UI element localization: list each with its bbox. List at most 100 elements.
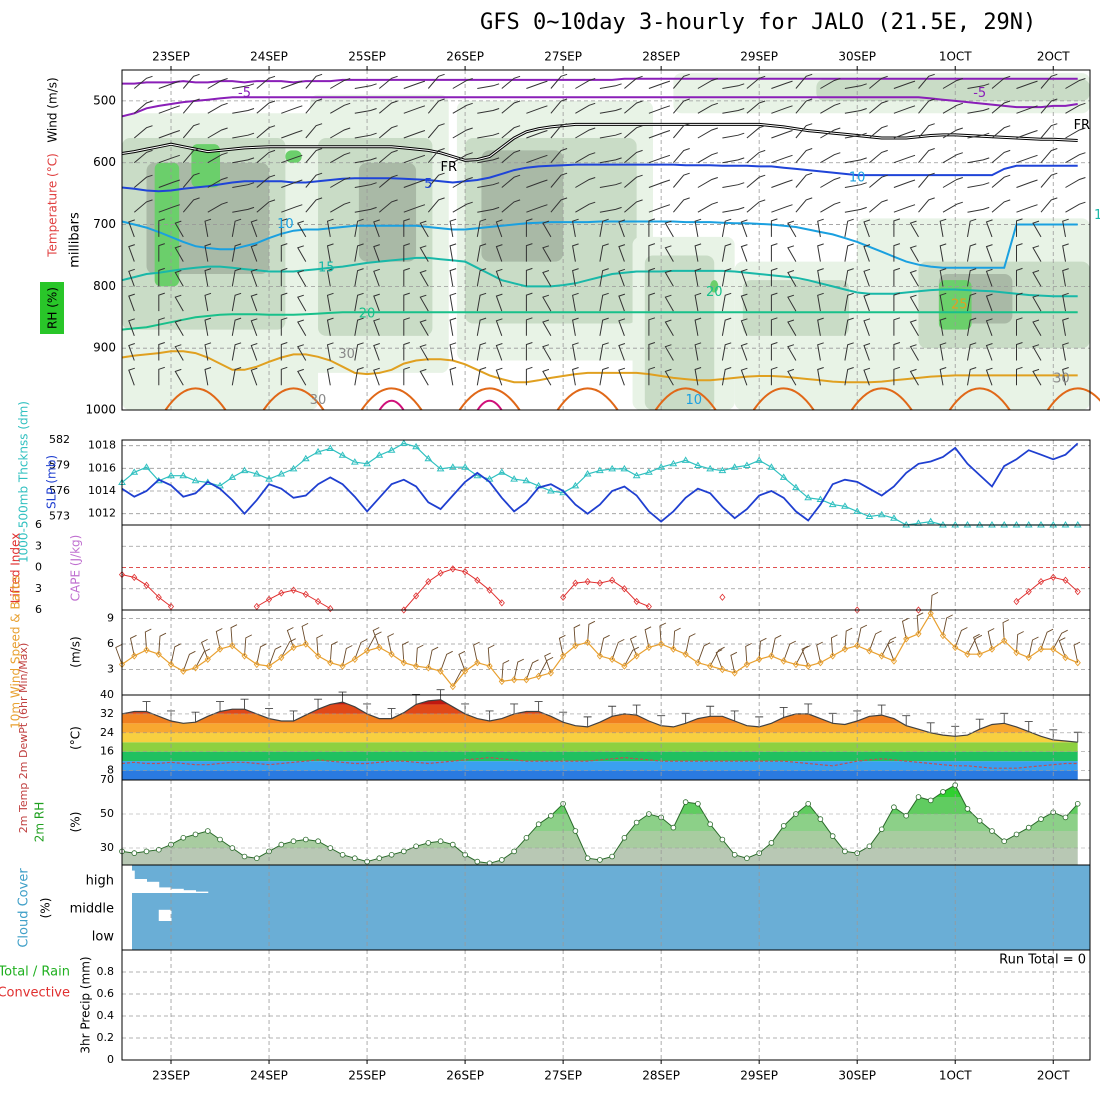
wind-barb	[326, 342, 334, 361]
wind-barb	[525, 317, 533, 336]
wind10-barb	[783, 640, 797, 662]
wind10-marker	[474, 658, 481, 667]
wind-barb	[354, 367, 364, 386]
wind10-marker	[1062, 653, 1069, 662]
wind-barb	[525, 342, 533, 361]
wind-barb	[1016, 243, 1023, 262]
thickness-marker	[265, 475, 273, 482]
wind-barb	[624, 75, 643, 89]
wind-barb	[985, 244, 993, 262]
wind-barb	[618, 343, 626, 361]
wind-barb	[575, 102, 596, 114]
wind10-marker	[486, 662, 493, 670]
wind-barb	[918, 98, 935, 114]
wind10-marker	[841, 645, 849, 653]
top-axis-label: 27SEP	[544, 50, 582, 64]
wind10-barb	[366, 631, 382, 652]
li-marker	[315, 597, 322, 606]
thickness-marker	[179, 471, 188, 479]
temp-minmax-bar	[804, 703, 813, 714]
wind-barb	[449, 243, 457, 262]
wind-barb	[525, 218, 533, 237]
wind-barb	[281, 179, 303, 188]
thickness-marker	[608, 464, 617, 472]
rh-high-patch	[710, 280, 719, 293]
wind-barb	[403, 80, 426, 89]
wind-barb	[844, 108, 867, 114]
wind-barb	[403, 154, 426, 164]
thickness-marker	[694, 461, 702, 468]
wind10-barb	[987, 628, 995, 650]
wind-barb	[330, 152, 351, 164]
wind-barb	[449, 342, 457, 361]
thickness-marker	[890, 514, 898, 521]
wind-barb	[844, 83, 867, 89]
slp-tick-label: 1014	[88, 484, 116, 497]
wind-barb	[1016, 342, 1023, 361]
wind10-barb	[916, 612, 924, 634]
wind-barb	[572, 243, 579, 262]
wind10-barb	[1040, 628, 1054, 650]
wind-barb	[618, 367, 626, 386]
wind-barb	[525, 243, 533, 262]
wind-barb	[939, 268, 947, 287]
wind10-barb	[329, 641, 338, 663]
wind-barb	[746, 174, 766, 188]
wind10-marker	[658, 640, 665, 648]
wind-barb	[403, 342, 410, 361]
thickness-marker	[767, 463, 776, 470]
isotherm-30-arc	[948, 387, 1011, 411]
wind-barb	[542, 344, 552, 361]
wind-barb	[664, 270, 674, 287]
precip-ylabel: 3hr Precip (mm)	[79, 956, 93, 1053]
wind-barb	[550, 98, 568, 114]
wind-barb	[722, 83, 745, 89]
pressure-tick-label: 500	[93, 93, 116, 107]
rh2m-marker	[695, 800, 701, 807]
wind-barb	[330, 102, 351, 114]
wind-barb	[182, 172, 200, 188]
wind10-barb	[973, 633, 981, 655]
wind-barb	[204, 317, 212, 336]
wind-barb	[305, 197, 323, 213]
thickness-marker	[877, 510, 886, 518]
wind10-marker	[645, 643, 652, 652]
wind10-barb	[1002, 619, 1010, 641]
wind-barb	[476, 268, 487, 287]
wind-barb	[133, 125, 153, 139]
wind-barb	[817, 268, 824, 287]
wind10-barb	[354, 638, 368, 660]
wind-barb	[378, 125, 398, 139]
wind10-barb	[402, 641, 409, 663]
wind-barb	[599, 108, 622, 114]
wind-barb	[378, 100, 398, 114]
temp2m-line	[121, 699, 1078, 743]
wind-barb	[281, 204, 303, 213]
thickness-marker	[669, 459, 678, 467]
wind10-marker	[817, 658, 824, 667]
pressure-tick-label: 800	[93, 279, 116, 293]
rh2m-marker	[572, 828, 579, 834]
rh2m-marker	[633, 819, 640, 826]
wind10-marker	[584, 638, 591, 647]
temp-minmax-bar	[828, 712, 837, 724]
bottom-axis-label: 30SEP	[838, 1069, 876, 1083]
contour-label: 30	[338, 347, 355, 362]
wind-barb	[722, 132, 745, 139]
wind-barb	[419, 319, 429, 337]
wind-barb	[476, 342, 487, 361]
slp-frame	[121, 439, 1091, 526]
cloud-high-bar	[195, 891, 209, 893]
wind-barb	[967, 292, 977, 312]
wind-barb	[844, 157, 867, 164]
wind-barb	[476, 367, 487, 386]
wind-barb	[305, 123, 323, 139]
rh-shade-patch	[816, 79, 1090, 101]
legend-rh-swatch	[40, 282, 64, 334]
wind-barb	[771, 204, 793, 213]
thickness-marker	[743, 461, 751, 468]
wind-barb	[572, 342, 579, 361]
wind-barb	[330, 127, 351, 139]
precip-legend-convective: Convective	[0, 986, 70, 1001]
wind-barb	[231, 268, 242, 287]
